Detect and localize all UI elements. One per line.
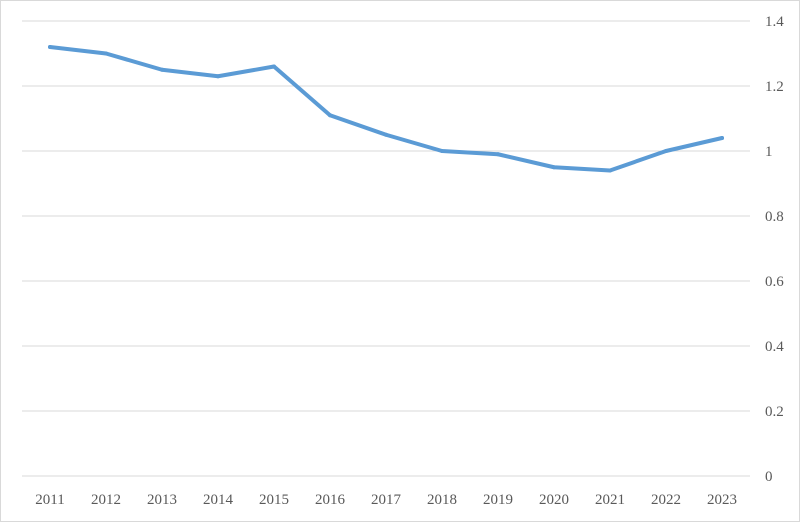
- x-tick-label: 2011: [35, 492, 64, 508]
- x-tick-label: 2020: [539, 492, 569, 508]
- data-point-2022: [664, 149, 668, 153]
- data-point-2020: [552, 165, 556, 170]
- x-axis-tick-labels: 2011 2012 2013 2014 2015 2016 2017 2018 2019 2020…: [35, 492, 737, 508]
- x-tick-label: 2018: [427, 492, 457, 508]
- data-point-2023: [720, 136, 724, 140]
- x-tick-label: 2016: [315, 492, 346, 508]
- data-point-2021: [608, 168, 612, 173]
- data-point-2017: [384, 132, 388, 137]
- y-tick-label: 0.8: [765, 209, 784, 225]
- x-tick-label: 2012: [91, 492, 121, 508]
- y-tick-label: 1: [765, 144, 773, 160]
- y-axis-tick-labels: 0 0.2 0.4 0.6 0.8 1 1.2 1.4: [765, 14, 784, 485]
- series-group: [48, 45, 724, 173]
- data-point-2019: [496, 152, 500, 157]
- y-tick-label: 0.2: [765, 404, 784, 420]
- series-line: [48, 45, 724, 173]
- x-tick-label: 2013: [147, 492, 177, 508]
- data-point-2016: [328, 113, 332, 118]
- x-tick-label: 2021: [595, 492, 625, 508]
- y-tick-label: 1.2: [765, 79, 784, 95]
- y-tick-label: 0.4: [765, 339, 784, 355]
- data-point-2018: [440, 149, 444, 153]
- x-tick-label: 2015: [259, 492, 289, 508]
- y-tick-label: 1.4: [765, 14, 784, 30]
- x-tick-label: 2017: [371, 492, 402, 508]
- x-tick-label: 2022: [651, 492, 681, 508]
- data-point-2013: [160, 67, 164, 72]
- data-point-2014: [216, 74, 220, 79]
- x-tick-label: 2019: [483, 492, 513, 508]
- data-point-2015: [272, 64, 276, 69]
- y-tick-label: 0: [765, 469, 773, 485]
- x-tick-label: 2023: [707, 492, 737, 508]
- data-point-2012: [104, 51, 108, 56]
- gridlines: [22, 20, 750, 477]
- data-point-2011: [48, 45, 52, 49]
- y-tick-label: 0.6: [765, 274, 784, 290]
- x-tick-label: 2014: [203, 492, 234, 508]
